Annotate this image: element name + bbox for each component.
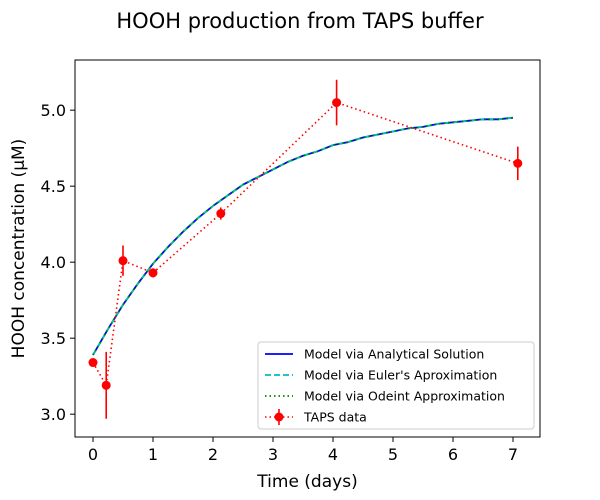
legend-label-1: Model via Euler's Aproximation [304,368,497,383]
plot-frame [74,59,541,438]
series-line-0 [92,116,514,356]
x-tick-label: 7 [508,445,518,464]
y-tick-label: 3.5 [41,329,66,348]
legend: Model via Analytical Solution Model via E… [257,341,535,430]
legend-label-3: TAPS data [303,410,367,425]
y-tick-label: 4.5 [41,177,66,196]
data-point [101,380,111,390]
legend-marker [274,412,284,422]
y-axis-label: HOOH concentration (µM) [9,139,29,359]
data-point [148,268,158,278]
y-tick-label: 3.0 [41,405,66,424]
x-tick-label: 2 [208,445,218,464]
legend-label-2: Model via Odeint Approximation [304,389,505,404]
axes-ticks: 0 1 2 3 4 5 6 7 3.0 3.5 4.0 4.5 5.0 [41,101,519,464]
data-point [88,358,98,368]
y-tick-label: 5.0 [41,101,66,120]
x-tick-label: 3 [268,445,278,464]
x-tick-label: 1 [148,445,158,464]
data-point [332,98,342,108]
x-tick-label: 6 [448,445,458,464]
plot-area [88,79,523,419]
x-tick-label: 4 [328,445,338,464]
chart-title: HOOH production from TAPS buffer [116,9,484,33]
x-tick-label: 0 [88,445,98,464]
x-tick-label: 5 [388,445,398,464]
data-point [216,209,226,219]
data-point [118,256,128,266]
legend-label-0: Model via Analytical Solution [304,347,484,362]
x-axis-label: Time (days) [256,472,357,492]
data-point [513,158,523,168]
y-tick-label: 4.0 [41,253,66,272]
legend-box [257,341,535,430]
